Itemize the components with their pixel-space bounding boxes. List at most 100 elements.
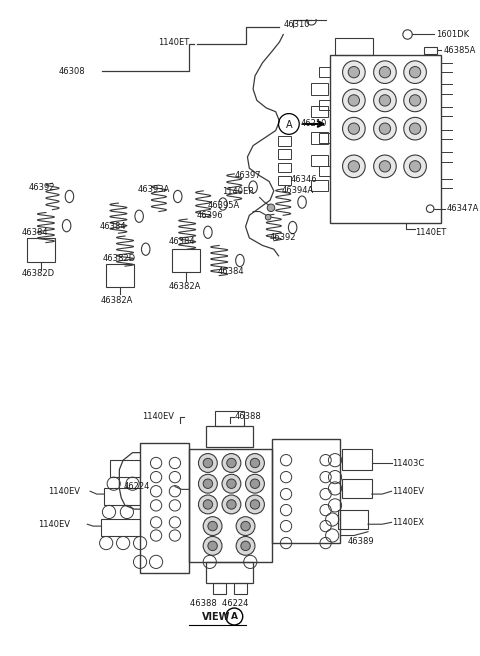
Circle shape	[409, 66, 421, 78]
Circle shape	[379, 66, 391, 78]
Circle shape	[343, 117, 365, 140]
Bar	[442, 152, 453, 161]
Bar	[423, 47, 437, 54]
Circle shape	[379, 94, 391, 106]
Circle shape	[250, 459, 260, 468]
Bar	[335, 38, 372, 55]
Bar	[442, 107, 453, 116]
Text: 46395A: 46395A	[208, 201, 240, 211]
Text: 46382A: 46382A	[168, 282, 201, 291]
Circle shape	[246, 495, 264, 514]
Bar	[442, 85, 453, 94]
Text: 1140ET: 1140ET	[158, 39, 189, 47]
Circle shape	[267, 204, 275, 211]
Bar	[277, 150, 291, 159]
Text: 46384: 46384	[22, 228, 48, 237]
Circle shape	[250, 500, 260, 509]
Text: 46384: 46384	[99, 222, 126, 231]
Bar	[342, 449, 372, 470]
Text: 1140EV: 1140EV	[142, 413, 174, 421]
Text: 1140EX: 1140EX	[393, 518, 424, 527]
Circle shape	[227, 459, 236, 468]
Bar	[319, 68, 330, 77]
Text: 46347A: 46347A	[447, 204, 480, 213]
Bar	[319, 167, 330, 176]
Bar	[312, 180, 328, 191]
Text: 46388: 46388	[234, 413, 261, 421]
Circle shape	[404, 155, 426, 178]
Circle shape	[222, 474, 241, 493]
Text: 46394A: 46394A	[281, 186, 313, 195]
Text: 1140EV: 1140EV	[38, 520, 71, 529]
Bar	[277, 176, 291, 185]
Text: 46396: 46396	[197, 211, 223, 220]
Bar	[104, 489, 140, 505]
Bar	[106, 264, 134, 287]
Circle shape	[373, 61, 396, 83]
Circle shape	[222, 495, 241, 514]
Bar	[277, 163, 291, 172]
Bar	[319, 100, 330, 110]
Circle shape	[373, 89, 396, 112]
Circle shape	[208, 541, 217, 550]
Text: VIEW: VIEW	[202, 611, 230, 621]
Circle shape	[343, 89, 365, 112]
Bar	[342, 479, 372, 498]
Bar	[206, 562, 253, 583]
Circle shape	[409, 123, 421, 134]
Bar	[27, 238, 55, 262]
Text: 46310: 46310	[283, 20, 310, 29]
Bar	[312, 155, 328, 167]
Circle shape	[198, 453, 217, 472]
Circle shape	[236, 537, 255, 555]
Bar	[216, 411, 244, 426]
Text: 46382D: 46382D	[22, 269, 55, 278]
Text: A: A	[286, 120, 292, 130]
Text: 46382D: 46382D	[102, 254, 135, 263]
Bar	[213, 583, 226, 594]
Bar	[172, 249, 200, 272]
Text: A: A	[231, 612, 238, 621]
Circle shape	[409, 94, 421, 106]
Bar	[206, 426, 253, 447]
Text: 46392: 46392	[29, 182, 56, 192]
Text: 46388  46224: 46388 46224	[190, 599, 248, 608]
Circle shape	[222, 453, 241, 472]
Bar	[272, 440, 340, 543]
Circle shape	[404, 89, 426, 112]
Circle shape	[348, 161, 360, 172]
Bar	[234, 583, 248, 594]
Bar	[312, 133, 328, 144]
Circle shape	[208, 522, 217, 531]
Text: 46385A: 46385A	[444, 46, 476, 55]
Bar	[442, 63, 453, 72]
Circle shape	[241, 522, 250, 531]
Text: 46346: 46346	[291, 175, 317, 184]
Circle shape	[198, 495, 217, 514]
Circle shape	[409, 161, 421, 172]
Circle shape	[404, 117, 426, 140]
Bar	[442, 130, 453, 139]
Circle shape	[404, 61, 426, 83]
Bar	[319, 133, 330, 143]
Bar	[140, 443, 189, 573]
Text: 46397: 46397	[234, 171, 261, 180]
Circle shape	[227, 500, 236, 509]
Circle shape	[203, 517, 222, 535]
Bar	[110, 460, 140, 477]
Circle shape	[236, 517, 255, 535]
Text: 1140EV: 1140EV	[48, 487, 80, 496]
Text: 46384: 46384	[168, 237, 195, 246]
Text: 11403C: 11403C	[393, 459, 425, 468]
Bar	[100, 518, 140, 535]
Bar	[442, 178, 453, 188]
Text: 46393A: 46393A	[137, 186, 169, 194]
Text: 46384: 46384	[217, 267, 244, 276]
Text: 1601DK: 1601DK	[436, 30, 469, 39]
Bar	[312, 83, 328, 94]
Circle shape	[203, 479, 213, 489]
Text: 46389: 46389	[347, 537, 374, 546]
Circle shape	[250, 479, 260, 489]
Circle shape	[198, 474, 217, 493]
Circle shape	[348, 94, 360, 106]
